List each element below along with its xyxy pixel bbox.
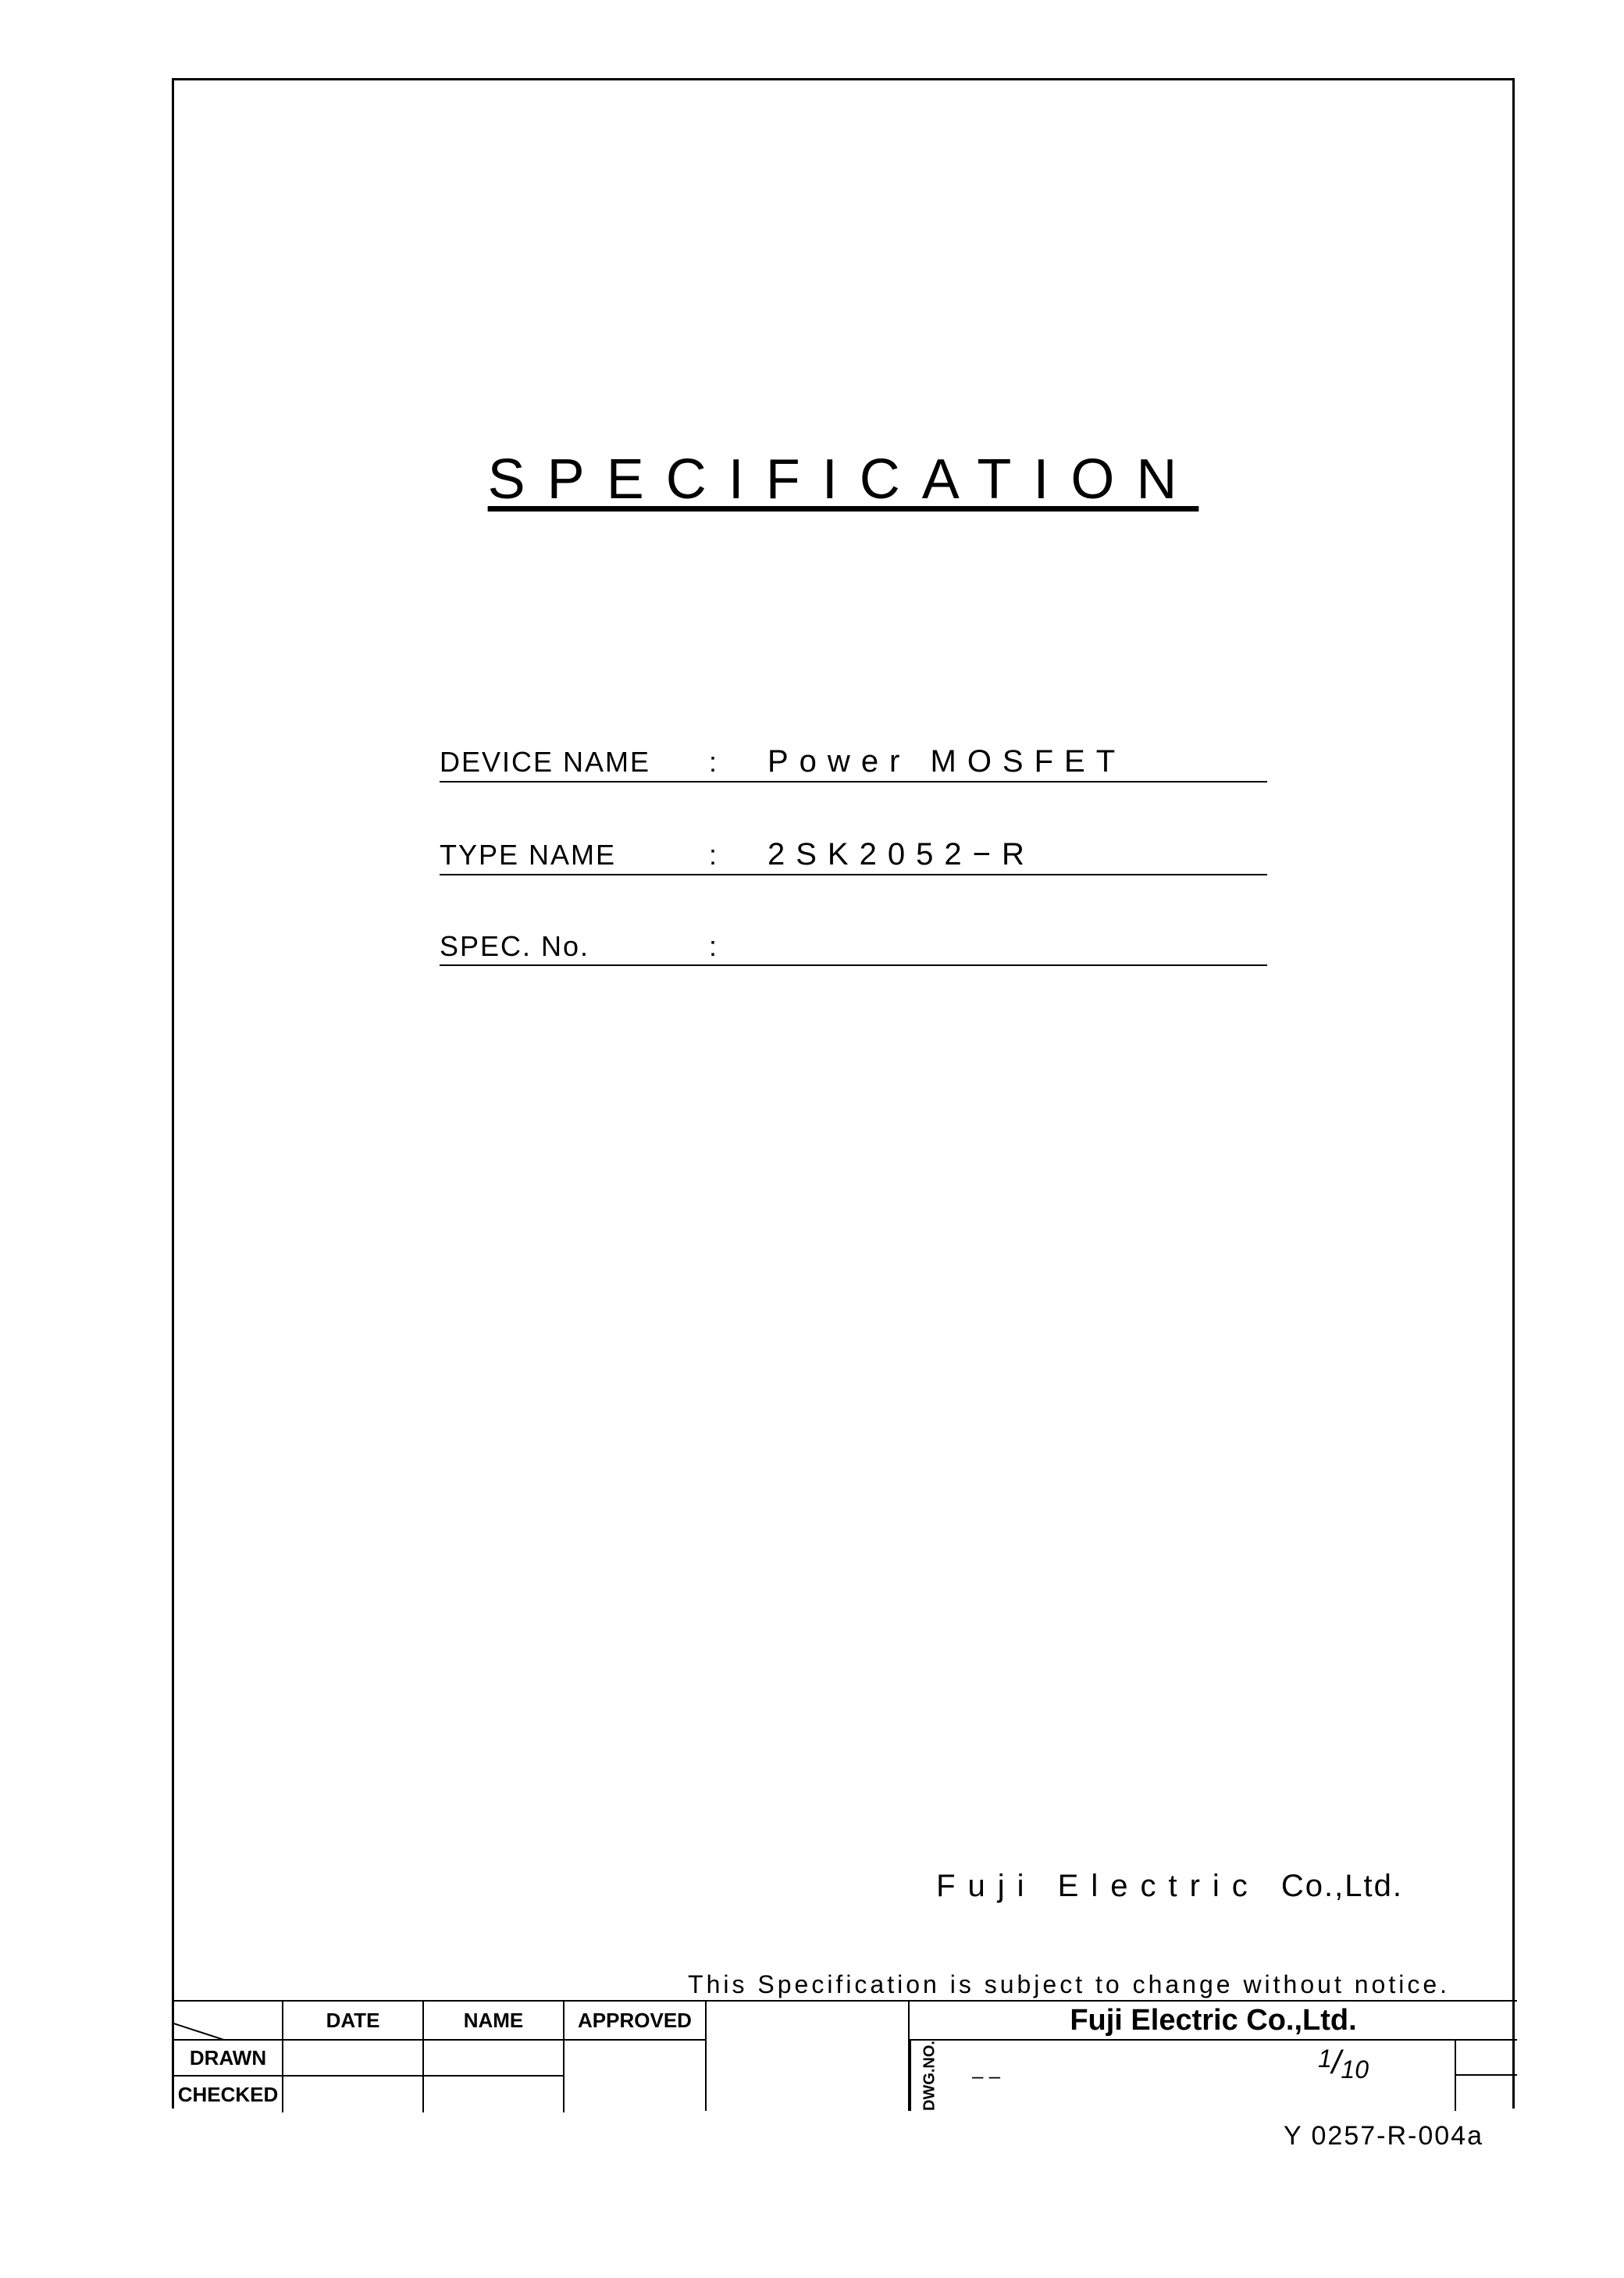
approved-cell — [564, 2041, 705, 2112]
company-suffix: Co.,Ltd. — [1281, 1869, 1403, 1903]
signoff-corner — [174, 2002, 283, 2041]
form-code: Y 0257-R-004a — [1284, 2121, 1483, 2151]
title-block-right: Fuji Electric Co.,Ltd. DWG.NO. – – 1/10 — [910, 2002, 1517, 2111]
dwg-row: DWG.NO. – – 1/10 — [910, 2041, 1517, 2111]
dwg-no-text: – – — [972, 2064, 1000, 2088]
device-name-label: DEVICE NAME — [440, 746, 689, 779]
page-title: SPECIFICATION — [174, 447, 1512, 512]
type-name-label: TYPE NAME — [440, 839, 689, 872]
page-denominator: 10 — [1341, 2055, 1369, 2084]
signoff-table: DATE NAME APPROVED DRAWN CHECKED — [174, 2002, 707, 2111]
dwg-no-label: DWG.NO. — [910, 2041, 949, 2111]
company-spaced: Fuji Electric — [936, 1869, 1260, 1903]
page-fraction: 1/10 — [1318, 2044, 1369, 2081]
checked-name — [424, 2077, 564, 2112]
field-type-name: TYPE NAME : 2SK2052−R — [440, 837, 1267, 875]
field-device-name: DEVICE NAME : Power MOSFET — [440, 744, 1267, 783]
colon: : — [689, 746, 736, 779]
dwg-no-value: – – 1/10 — [949, 2041, 1455, 2111]
change-notice: This Specification is subject to change … — [688, 1970, 1450, 1999]
row-checked-label: CHECKED — [174, 2077, 283, 2112]
header-approved: APPROVED — [564, 2002, 705, 2041]
title-block: DATE NAME APPROVED DRAWN CHECKED Fuji El… — [174, 2000, 1517, 2111]
revision-grid — [1455, 2041, 1517, 2111]
header-name: NAME — [424, 2002, 564, 2041]
checked-date — [283, 2077, 424, 2112]
row-drawn-label: DRAWN — [174, 2041, 283, 2077]
header-date: DATE — [283, 2002, 424, 2041]
title-block-spacer — [707, 2002, 910, 2111]
colon: : — [689, 839, 736, 872]
field-spec-no: SPEC. No. : — [440, 930, 1267, 966]
type-name-value: 2SK2052−R — [736, 837, 1267, 872]
page-numerator: 1 — [1318, 2044, 1332, 2073]
drawn-date — [283, 2041, 424, 2077]
sheet-frame: SPECIFICATION DEVICE NAME : Power MOSFET… — [172, 78, 1515, 2109]
rev-cell-1 — [1456, 2041, 1517, 2076]
spec-fields: DEVICE NAME : Power MOSFET TYPE NAME : 2… — [440, 744, 1267, 1021]
device-name-value: Power MOSFET — [736, 744, 1267, 779]
title-block-company: Fuji Electric Co.,Ltd. — [910, 2002, 1517, 2041]
spec-no-label: SPEC. No. — [440, 930, 689, 963]
colon: : — [689, 930, 736, 963]
company-line: Fuji Electric Co.,Ltd. — [936, 1869, 1403, 1904]
slash-icon: / — [1332, 2044, 1341, 2080]
drawn-name — [424, 2041, 564, 2077]
rev-cell-2 — [1456, 2076, 1517, 2111]
